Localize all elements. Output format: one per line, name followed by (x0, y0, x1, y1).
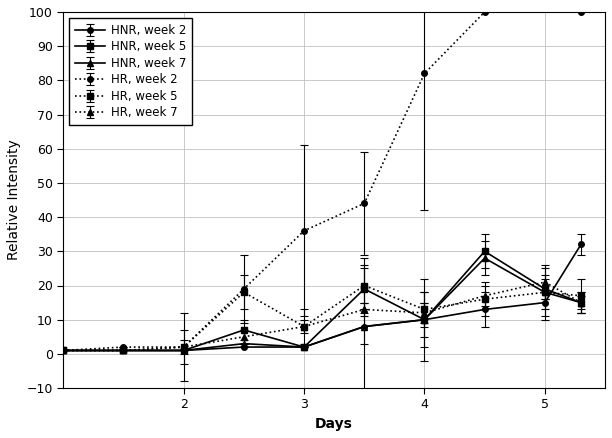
Y-axis label: Relative Intensity: Relative Intensity (7, 140, 21, 260)
X-axis label: Days: Days (315, 417, 353, 431)
Legend: HNR, week 2, HNR, week 5, HNR, week 7, HR, week 2, HR, week 5, HR, week 7: HNR, week 2, HNR, week 5, HNR, week 7, H… (69, 18, 192, 125)
